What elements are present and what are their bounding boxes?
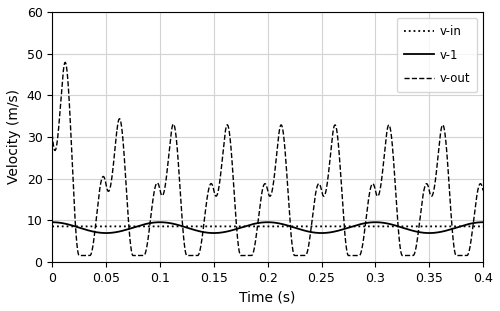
v-out [206, 189, 212, 193]
Line: v-out: v-out [52, 62, 483, 256]
v-1 [392, 224, 398, 227]
v-1 [49, 220, 55, 224]
v-in [392, 225, 398, 228]
Y-axis label: Velocity (m/s): Velocity (m/s) [7, 89, 21, 184]
v-out [480, 189, 486, 193]
v-1 [480, 220, 486, 224]
v-in [368, 225, 374, 228]
v-1 [206, 231, 212, 234]
v-in [205, 225, 211, 228]
v-in [71, 225, 77, 228]
v-out [323, 188, 329, 192]
v-out [76, 254, 82, 258]
v-out [304, 250, 310, 254]
v-1 [211, 231, 217, 235]
v-out [369, 183, 375, 186]
Legend: v-in, v-1, v-out: v-in, v-1, v-out [397, 18, 477, 92]
X-axis label: Time (s): Time (s) [240, 290, 296, 304]
v-1 [304, 230, 310, 233]
v-out [71, 197, 77, 200]
v-1 [323, 231, 329, 235]
v-out [49, 132, 55, 136]
v-in [480, 225, 486, 228]
v-in [323, 225, 329, 228]
Line: v-1: v-1 [52, 222, 483, 233]
v-in [304, 225, 310, 228]
v-out [392, 176, 398, 180]
v-in [49, 225, 55, 228]
v-1 [369, 220, 375, 224]
v-out [62, 60, 68, 64]
v-1 [71, 224, 77, 228]
v-1 [157, 220, 163, 224]
